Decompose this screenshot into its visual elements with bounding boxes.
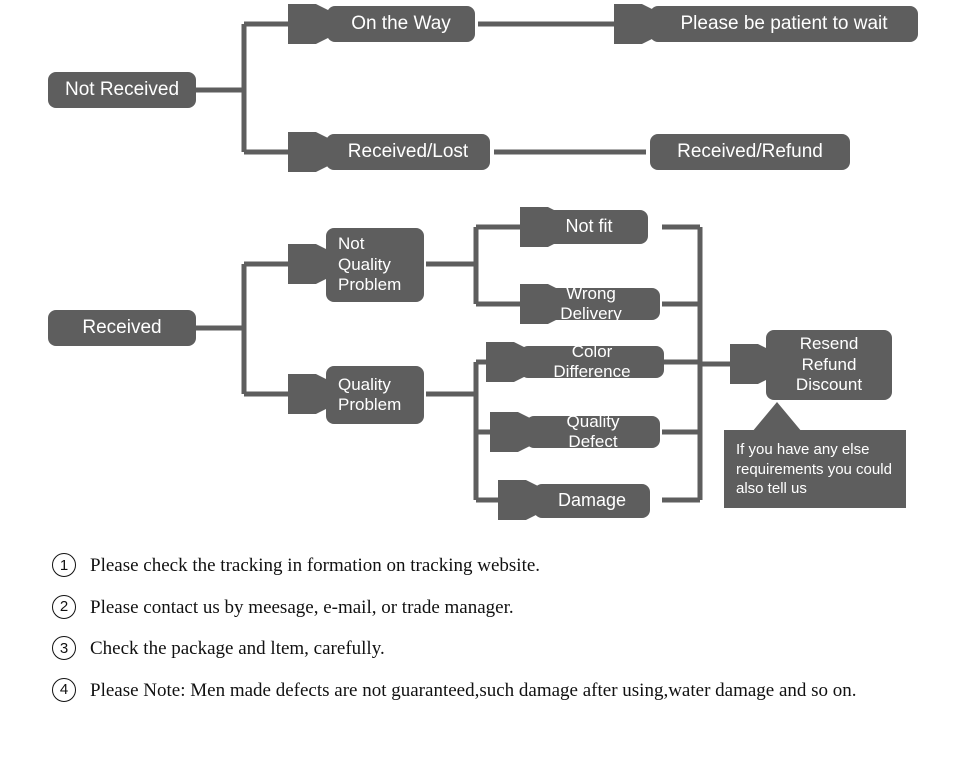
node-quality-problem: Quality Problem <box>326 366 424 424</box>
node-quality-defect: Quality Defect <box>526 416 660 448</box>
callout-requirements: If you have any else requirements you co… <box>724 430 906 508</box>
note-item: 4 Please Note: Men made defects are not … <box>52 677 857 705</box>
node-color-difference: Color Difference <box>520 346 664 378</box>
node-received-lost: Received/Lost <box>326 134 490 170</box>
note-number: 3 <box>52 636 76 660</box>
node-wrong-delivery: Wrong Delivery <box>522 288 660 320</box>
node-not-fit: Not fit <box>530 210 648 244</box>
note-text: Please Note: Men made defects are not gu… <box>90 677 857 705</box>
note-number: 4 <box>52 678 76 702</box>
node-resend-refund-discount: Resend Refund Discount <box>766 330 892 400</box>
node-patient: Please be patient to wait <box>650 6 918 42</box>
note-text: Please check the tracking in formation o… <box>90 552 540 580</box>
notes-list: 1 Please check the tracking in formation… <box>52 552 857 718</box>
note-text: Check the package and ltem, carefully. <box>90 635 385 663</box>
note-number: 2 <box>52 595 76 619</box>
node-damage: Damage <box>534 484 650 518</box>
node-not-received: Not Received <box>48 72 196 108</box>
node-on-the-way: On the Way <box>327 6 475 42</box>
note-item: 2 Please contact us by meesage, e-mail, … <box>52 594 857 622</box>
node-not-quality-problem: Not Quality Problem <box>326 228 424 302</box>
node-received: Received <box>48 310 196 346</box>
node-received-refund: Received/Refund <box>650 134 850 170</box>
note-item: 1 Please check the tracking in formation… <box>52 552 857 580</box>
note-text: Please contact us by meesage, e-mail, or… <box>90 594 514 622</box>
note-number: 1 <box>52 553 76 577</box>
note-item: 3 Check the package and ltem, carefully. <box>52 635 857 663</box>
